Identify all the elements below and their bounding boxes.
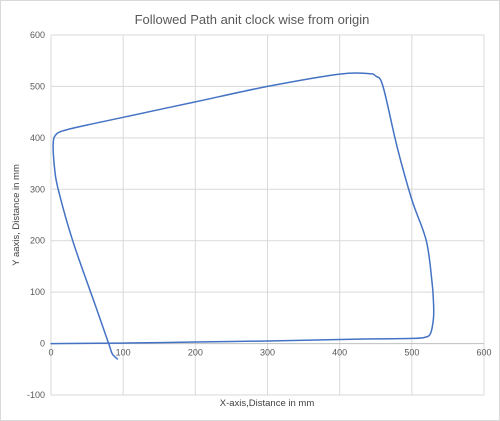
x-tick-label-500: 500	[404, 348, 419, 358]
series-layer	[50, 72, 435, 360]
x-tick-label-300: 300	[260, 348, 275, 358]
y-tick-label-0: 0	[40, 339, 45, 349]
y-axis-title: Y aaxis, Distance in mm	[11, 164, 22, 266]
tick-labels: 0 100 200 300 400 500 600 -100 0 100 200 300 400 500 6…	[27, 30, 492, 400]
x-axis-title: X-axis,Distance in mm	[220, 398, 315, 409]
series-line-0	[50, 72, 435, 360]
x-tick-label-100: 100	[116, 348, 131, 358]
y-tick-label-300: 300	[30, 184, 45, 194]
y-tick-label-400: 400	[30, 133, 45, 143]
y-tick-label--100: -100	[27, 390, 45, 400]
x-tick-label-600: 600	[476, 348, 491, 358]
x-tick-label-200: 200	[188, 348, 203, 358]
x-tick-label-400: 400	[332, 348, 347, 358]
y-tick-label-200: 200	[30, 236, 45, 246]
chart-title: Followed Path anit clock wise from origi…	[135, 12, 370, 27]
y-tick-label-100: 100	[30, 287, 45, 297]
y-tick-label-600: 600	[30, 30, 45, 40]
x-tick-label-0: 0	[48, 348, 53, 358]
y-tick-label-500: 500	[30, 81, 45, 91]
